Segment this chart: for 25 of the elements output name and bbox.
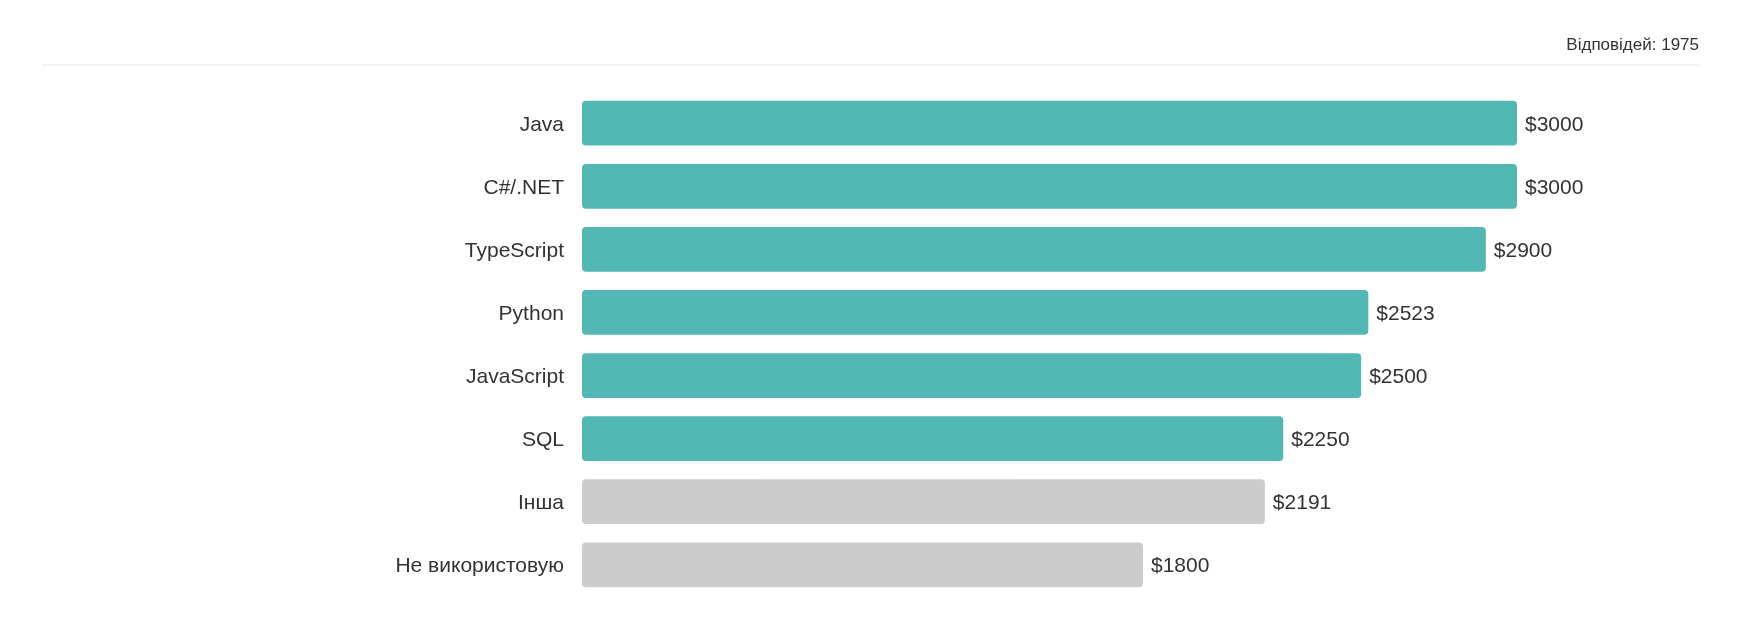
data-label: $3000 [1525, 174, 1584, 198]
data-label: $1800 [1151, 553, 1210, 577]
data-label: $2250 [1291, 426, 1350, 450]
text: Відповідей: 1975 [1566, 35, 1699, 54]
y-tick-label: TypeScript [464, 237, 565, 261]
bar [582, 479, 1265, 525]
bar [582, 416, 1284, 462]
data-label: $2191 [1272, 490, 1332, 514]
data-label: $3000 [1525, 111, 1584, 135]
bar [582, 163, 1517, 209]
y-tick-label: SQL [521, 426, 564, 450]
bar [582, 226, 1486, 272]
bar [582, 100, 1517, 146]
bar [582, 290, 1369, 335]
y-tick-label: Інша [518, 490, 565, 514]
y-tick-label: Java [519, 111, 565, 135]
y-tick-label: Python [498, 300, 564, 324]
bar [582, 353, 1362, 398]
data-label: $2523 [1376, 300, 1435, 324]
y-tick-label: Не використовую [395, 553, 564, 577]
y-tick-label: JavaScript [465, 363, 565, 387]
data-label: $2900 [1493, 237, 1553, 261]
y-tick-label: C#/.NET [483, 174, 565, 198]
data-label: $2500 [1369, 363, 1428, 387]
bar [582, 542, 1143, 588]
